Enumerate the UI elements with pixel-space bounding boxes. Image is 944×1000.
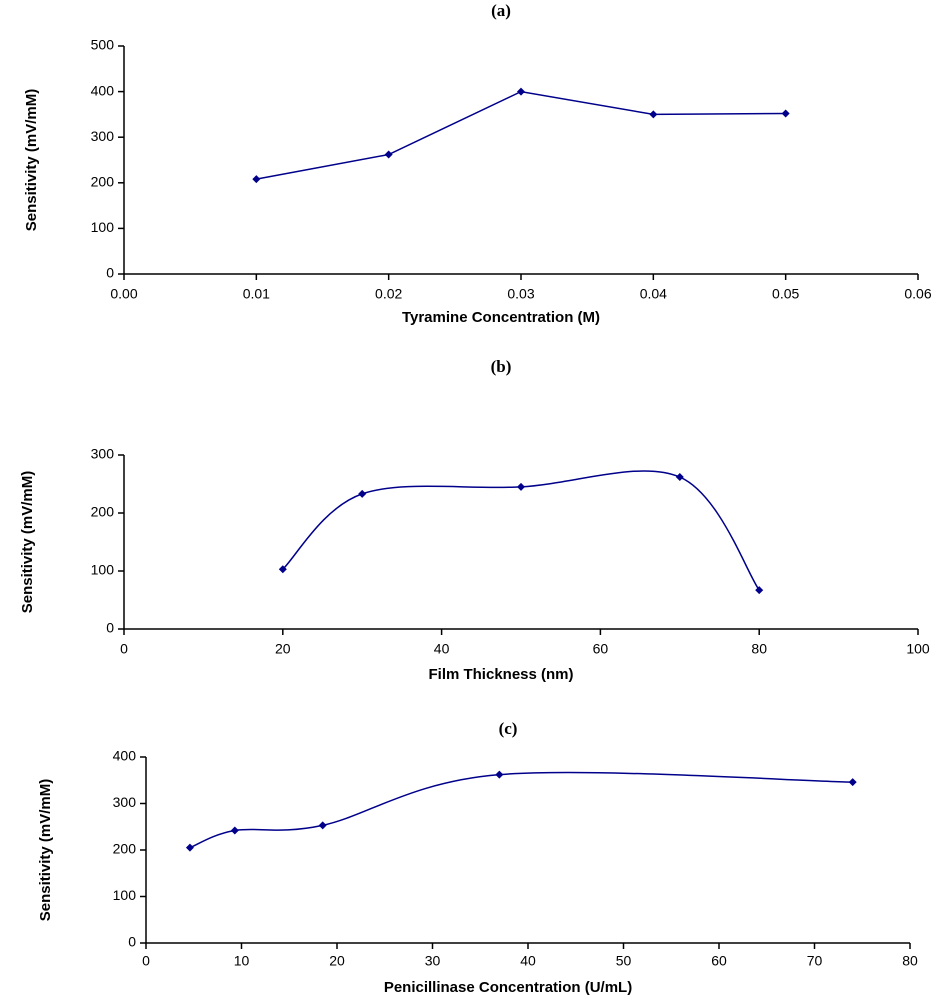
y-tick-label: 200: [91, 174, 115, 190]
x-tick-label: 10: [234, 953, 250, 969]
data-point: [517, 87, 525, 96]
x-tick-label: 40: [520, 953, 536, 969]
data-point: [185, 843, 194, 852]
data-point: [230, 826, 239, 835]
x-tick-label: 80: [902, 953, 918, 969]
x-tick-label: 70: [807, 953, 823, 969]
x-tick-label: 60: [593, 641, 609, 657]
y-tick-label: 500: [91, 37, 115, 53]
y-tick-label: 300: [91, 128, 115, 144]
x-tick-label: 0.01: [243, 286, 270, 302]
x-tick-label: 0: [120, 641, 128, 657]
y-tick-label: 0: [106, 265, 114, 281]
x-tick-label: 40: [434, 641, 450, 657]
y-tick-label: 100: [91, 219, 115, 235]
x-tick-label: 0.06: [904, 286, 931, 302]
data-point: [358, 489, 367, 498]
y-axis-label: Sensitivity (mV/mM): [37, 779, 54, 922]
data-point: [318, 821, 327, 830]
y-axis-label: Sensitivity (mV/mM): [23, 89, 40, 232]
y-tick-label: 300: [113, 794, 137, 810]
x-tick-label: 0.03: [507, 286, 534, 302]
y-tick-label: 200: [91, 504, 115, 520]
x-tick-label: 0.04: [640, 286, 667, 302]
y-tick-label: 200: [113, 841, 137, 857]
y-tick-label: 300: [91, 446, 115, 462]
data-point: [848, 778, 857, 787]
x-tick-label: 0: [142, 953, 150, 969]
data-point: [517, 482, 525, 491]
data-point: [278, 565, 287, 574]
x-tick-label: 0.02: [375, 286, 402, 302]
x-axis-label: Film Thickness (nm): [428, 666, 573, 683]
chart-title: (c): [499, 719, 518, 738]
x-tick-label: 80: [751, 641, 767, 657]
y-tick-label: 100: [113, 887, 137, 903]
y-tick-label: 400: [91, 82, 115, 98]
data-point: [384, 150, 393, 159]
data-point: [755, 586, 764, 595]
y-axis-label: Sensitivity (mV/mM): [19, 471, 36, 614]
chart-title: (a): [491, 1, 511, 20]
x-tick-label: 20: [329, 953, 345, 969]
y-tick-label: 0: [106, 620, 114, 636]
y-tick-label: 100: [91, 562, 115, 578]
data-point: [495, 770, 504, 779]
x-tick-label: 100: [906, 641, 930, 657]
y-tick-label: 400: [113, 748, 137, 764]
data-point: [649, 110, 658, 119]
data-point: [252, 175, 261, 184]
x-tick-label: 20: [275, 641, 291, 657]
x-axis-label: Penicillinase Concentration (U/mL): [384, 979, 632, 996]
data-point: [781, 109, 790, 118]
chart-title: (b): [491, 357, 512, 376]
data-line: [256, 90, 786, 180]
y-tick-label: 0: [128, 934, 136, 950]
x-axis-label: Tyramine Concentration (M): [402, 309, 600, 326]
data-point: [675, 473, 684, 482]
x-tick-label: 50: [616, 953, 632, 969]
data-line: [189, 771, 853, 849]
x-tick-label: 0.05: [772, 286, 799, 302]
x-tick-label: 60: [711, 953, 727, 969]
x-tick-label: 0.00: [110, 286, 137, 302]
x-tick-label: 30: [425, 953, 441, 969]
